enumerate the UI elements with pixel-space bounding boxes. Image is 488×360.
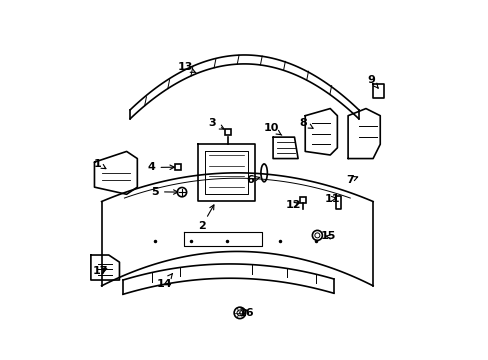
- Text: 8: 8: [299, 118, 312, 128]
- Text: 2: 2: [197, 205, 213, 231]
- Text: 15: 15: [320, 231, 335, 242]
- Text: 4: 4: [147, 162, 174, 172]
- Text: 10: 10: [263, 123, 281, 135]
- Text: 12: 12: [285, 200, 301, 210]
- Text: 1: 1: [94, 159, 106, 169]
- Text: 6: 6: [245, 175, 259, 185]
- Text: 14: 14: [156, 274, 172, 289]
- Text: 7: 7: [346, 175, 357, 185]
- Text: 16: 16: [238, 308, 254, 318]
- Text: 11: 11: [324, 194, 339, 203]
- Text: 13: 13: [178, 63, 196, 73]
- Text: 17: 17: [92, 266, 108, 276]
- Text: 3: 3: [208, 118, 224, 129]
- Text: 9: 9: [366, 75, 377, 88]
- Text: 5: 5: [151, 187, 178, 197]
